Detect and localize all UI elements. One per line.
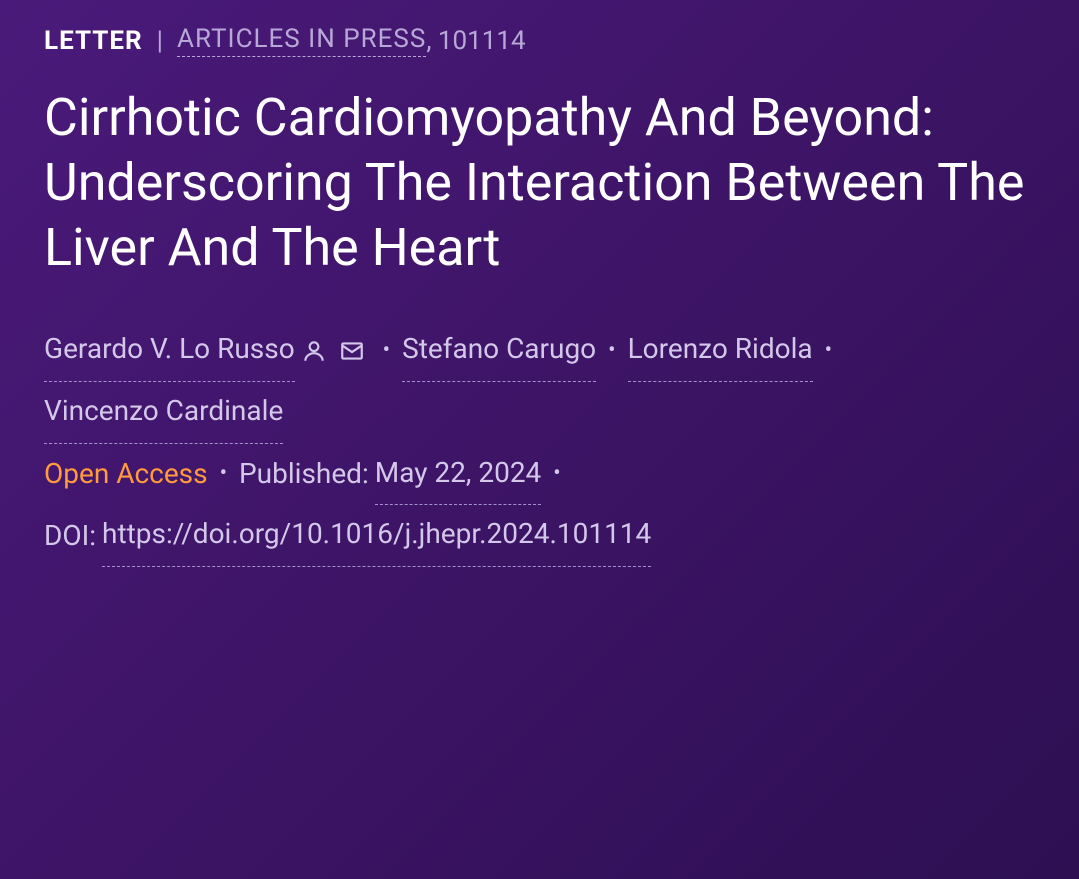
author-separator: • [825, 328, 832, 374]
articles-in-press-link[interactable]: ARTICLES IN PRESS [177, 24, 426, 57]
author-link[interactable]: Gerardo V. Lo Russo [44, 320, 295, 382]
article-header: LETTER | ARTICLES IN PRESS , 101114 [44, 24, 1035, 57]
author-link[interactable]: Lorenzo Ridola [628, 320, 813, 382]
authors-list: Gerardo V. Lo Russo • Stefano Carugo • L… [44, 320, 1035, 444]
published-date: May 22, 2024 [375, 444, 542, 506]
doi-row: DOI: https://doi.org/10.1016/j.jhepr.202… [44, 505, 1035, 567]
header-divider: | [157, 26, 163, 56]
person-icon[interactable] [301, 338, 327, 364]
author-separator: • [383, 328, 390, 374]
published-label: Published: [239, 445, 369, 504]
doi-label: DOI: [44, 507, 96, 566]
article-title: Cirrhotic Cardiomyopathy And Beyond: Und… [44, 85, 1035, 280]
doi-link[interactable]: https://doi.org/10.1016/j.jhepr.2024.101… [102, 505, 651, 567]
mail-icon[interactable] [339, 338, 365, 364]
article-meta: Open Access • Published: May 22, 2024 • [44, 444, 1035, 506]
open-access-badge: Open Access [44, 445, 208, 504]
meta-separator: • [220, 451, 227, 497]
author-separator: • [608, 328, 615, 374]
author-link[interactable]: Stefano Carugo [402, 320, 596, 382]
article-number: , 101114 [426, 26, 525, 56]
meta-separator: • [553, 451, 560, 497]
article-type-label: LETTER [44, 26, 143, 56]
author-link[interactable]: Vincenzo Cardinale [44, 382, 283, 444]
